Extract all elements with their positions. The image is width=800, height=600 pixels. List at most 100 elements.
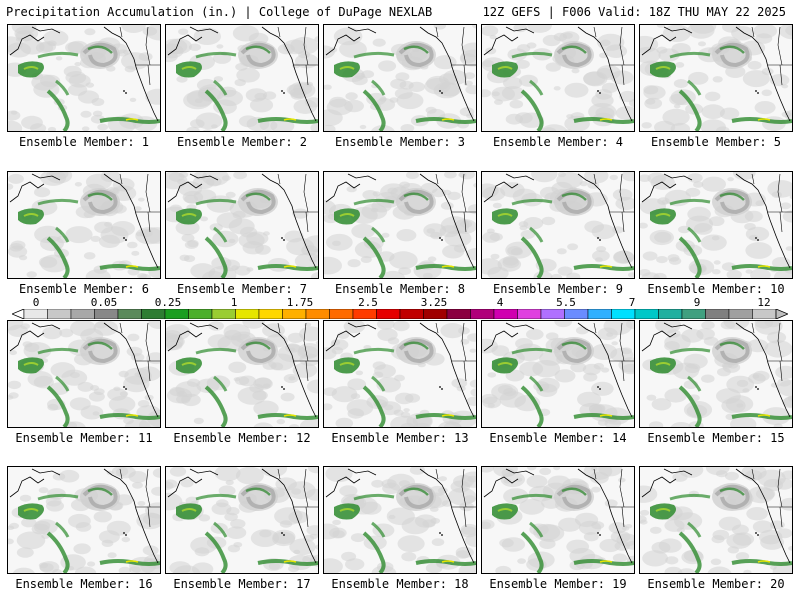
map-panel-member-16 xyxy=(7,466,161,574)
precip-map-image xyxy=(640,25,792,131)
colorbar-swatch xyxy=(517,309,542,319)
precip-map-image xyxy=(324,172,476,278)
colorbar-tick-label: 1 xyxy=(230,296,238,309)
map-panel-member-18 xyxy=(323,466,477,574)
colorbar-swatch xyxy=(70,309,95,319)
colorbar-tick-label: 0.25 xyxy=(154,296,182,309)
colorbar-tick-label: 1.75 xyxy=(286,296,314,309)
colorbar-tick-label: 12 xyxy=(757,296,771,309)
member-label: Ensemble Member: 18 xyxy=(331,577,469,591)
member-label: Ensemble Member: 20 xyxy=(647,577,785,591)
member-label: Ensemble Member: 5 xyxy=(650,135,782,149)
colorbar-swatch xyxy=(634,309,659,319)
map-panel-member-15 xyxy=(639,320,793,428)
colorbar-tick-label: 9 xyxy=(693,296,701,309)
map-panel-member-7 xyxy=(165,171,319,279)
colorbar-tick-label: 5.5 xyxy=(556,296,576,309)
colorbar-swatch xyxy=(47,309,72,319)
map-panel-member-13 xyxy=(323,320,477,428)
colorbar-swatch xyxy=(587,309,612,319)
colorbar-swatch xyxy=(282,309,307,319)
map-panel-member-3 xyxy=(323,24,477,132)
colorbar-swatch xyxy=(446,309,471,319)
colorbar-swatch xyxy=(705,309,730,319)
colorbar-tick-label: 0.05 xyxy=(90,296,118,309)
colorbar-swatch xyxy=(329,309,354,319)
colorbar-swatch xyxy=(540,309,565,319)
precip-map-image xyxy=(482,172,634,278)
member-label: Ensemble Member: 14 xyxy=(489,431,627,445)
member-label: Ensemble Member: 10 xyxy=(647,282,785,296)
precip-map-image xyxy=(324,25,476,131)
member-label: Ensemble Member: 12 xyxy=(173,431,311,445)
colorbar-swatch xyxy=(258,309,283,319)
map-panel-member-12 xyxy=(165,320,319,428)
colorbar-tick-label: 4 xyxy=(496,296,504,309)
member-label: Ensemble Member: 1 xyxy=(18,135,150,149)
colorbar-swatch xyxy=(94,309,119,319)
colorbar-swatch xyxy=(376,309,401,319)
valid-time: 12Z GEFS | F006 Valid: 18Z THU MAY 22 20… xyxy=(482,5,786,19)
member-label: Ensemble Member: 19 xyxy=(489,577,627,591)
colorbar-swatch xyxy=(658,309,683,319)
colorbar-swatch xyxy=(564,309,589,319)
precip-colorbar: 0 0.05 0.25 1 1.75 2.5 3.25 4 5.5 7 9 12 xyxy=(12,296,788,320)
member-label: Ensemble Member: 17 xyxy=(173,577,311,591)
map-panel-member-17 xyxy=(165,466,319,574)
precip-map-image xyxy=(641,321,792,427)
precip-map-image xyxy=(640,172,792,278)
precip-map-image xyxy=(166,467,318,573)
precip-map-image xyxy=(8,25,160,131)
colorbar-tick-label: 3.25 xyxy=(420,296,448,309)
map-panel-member-14 xyxy=(481,320,635,428)
map-panel-member-6 xyxy=(7,171,161,279)
member-label: Ensemble Member: 11 xyxy=(15,431,153,445)
colorbar-swatch xyxy=(728,309,753,319)
precip-map-image xyxy=(482,25,634,131)
colorbar-swatch xyxy=(470,309,495,319)
map-panel-member-10 xyxy=(639,171,793,279)
member-label: Ensemble Member: 2 xyxy=(176,135,308,149)
map-panel-member-5 xyxy=(639,24,793,132)
colorbar-swatch xyxy=(141,309,166,319)
member-label: Ensemble Member: 16 xyxy=(15,577,153,591)
member-label: Ensemble Member: 3 xyxy=(334,135,466,149)
map-panel-member-9 xyxy=(481,171,635,279)
precip-map-image xyxy=(482,467,634,573)
precip-map-image xyxy=(166,321,318,427)
precip-map-image xyxy=(640,467,792,573)
colorbar-swatch xyxy=(611,309,636,319)
colorbar-strip xyxy=(12,309,788,319)
figure-title: Precipitation Accumulation (in.) | Colle… xyxy=(6,5,433,19)
colorbar-swatch xyxy=(117,309,142,319)
member-label: Ensemble Member: 6 xyxy=(18,282,150,296)
member-label: Ensemble Member: 4 xyxy=(492,135,624,149)
colorbar-swatch xyxy=(211,309,236,319)
member-label: Ensemble Member: 15 xyxy=(647,431,785,445)
colorbar-swatch xyxy=(752,309,777,319)
member-label: Ensemble Member: 9 xyxy=(492,282,624,296)
colorbar-swatch xyxy=(423,309,448,319)
colorbar-tick-label: 7 xyxy=(628,296,636,309)
member-label: Ensemble Member: 13 xyxy=(331,431,469,445)
map-panel-member-4 xyxy=(481,24,635,132)
precip-map-image xyxy=(8,321,160,427)
precip-map-image xyxy=(8,172,160,278)
map-panel-member-19 xyxy=(481,466,635,574)
map-panel-member-8 xyxy=(323,171,477,279)
colorbar-swatch xyxy=(399,309,424,319)
colorbar-swatch xyxy=(235,309,260,319)
member-label: Ensemble Member: 7 xyxy=(176,282,308,296)
colorbar-swatch xyxy=(23,309,48,319)
map-panel-member-1 xyxy=(7,24,161,132)
colorbar-swatch xyxy=(305,309,330,319)
colorbar-swatch xyxy=(493,309,518,319)
precip-map-image xyxy=(324,467,476,573)
map-panel-member-11 xyxy=(7,320,161,428)
colorbar-tick-label: 0 xyxy=(32,296,40,309)
map-panel-member-2 xyxy=(165,24,319,132)
colorbar-tick-label: 2.5 xyxy=(358,296,378,309)
colorbar-swatch xyxy=(681,309,706,319)
precip-map-image xyxy=(482,321,634,427)
precip-map-image xyxy=(8,467,160,573)
